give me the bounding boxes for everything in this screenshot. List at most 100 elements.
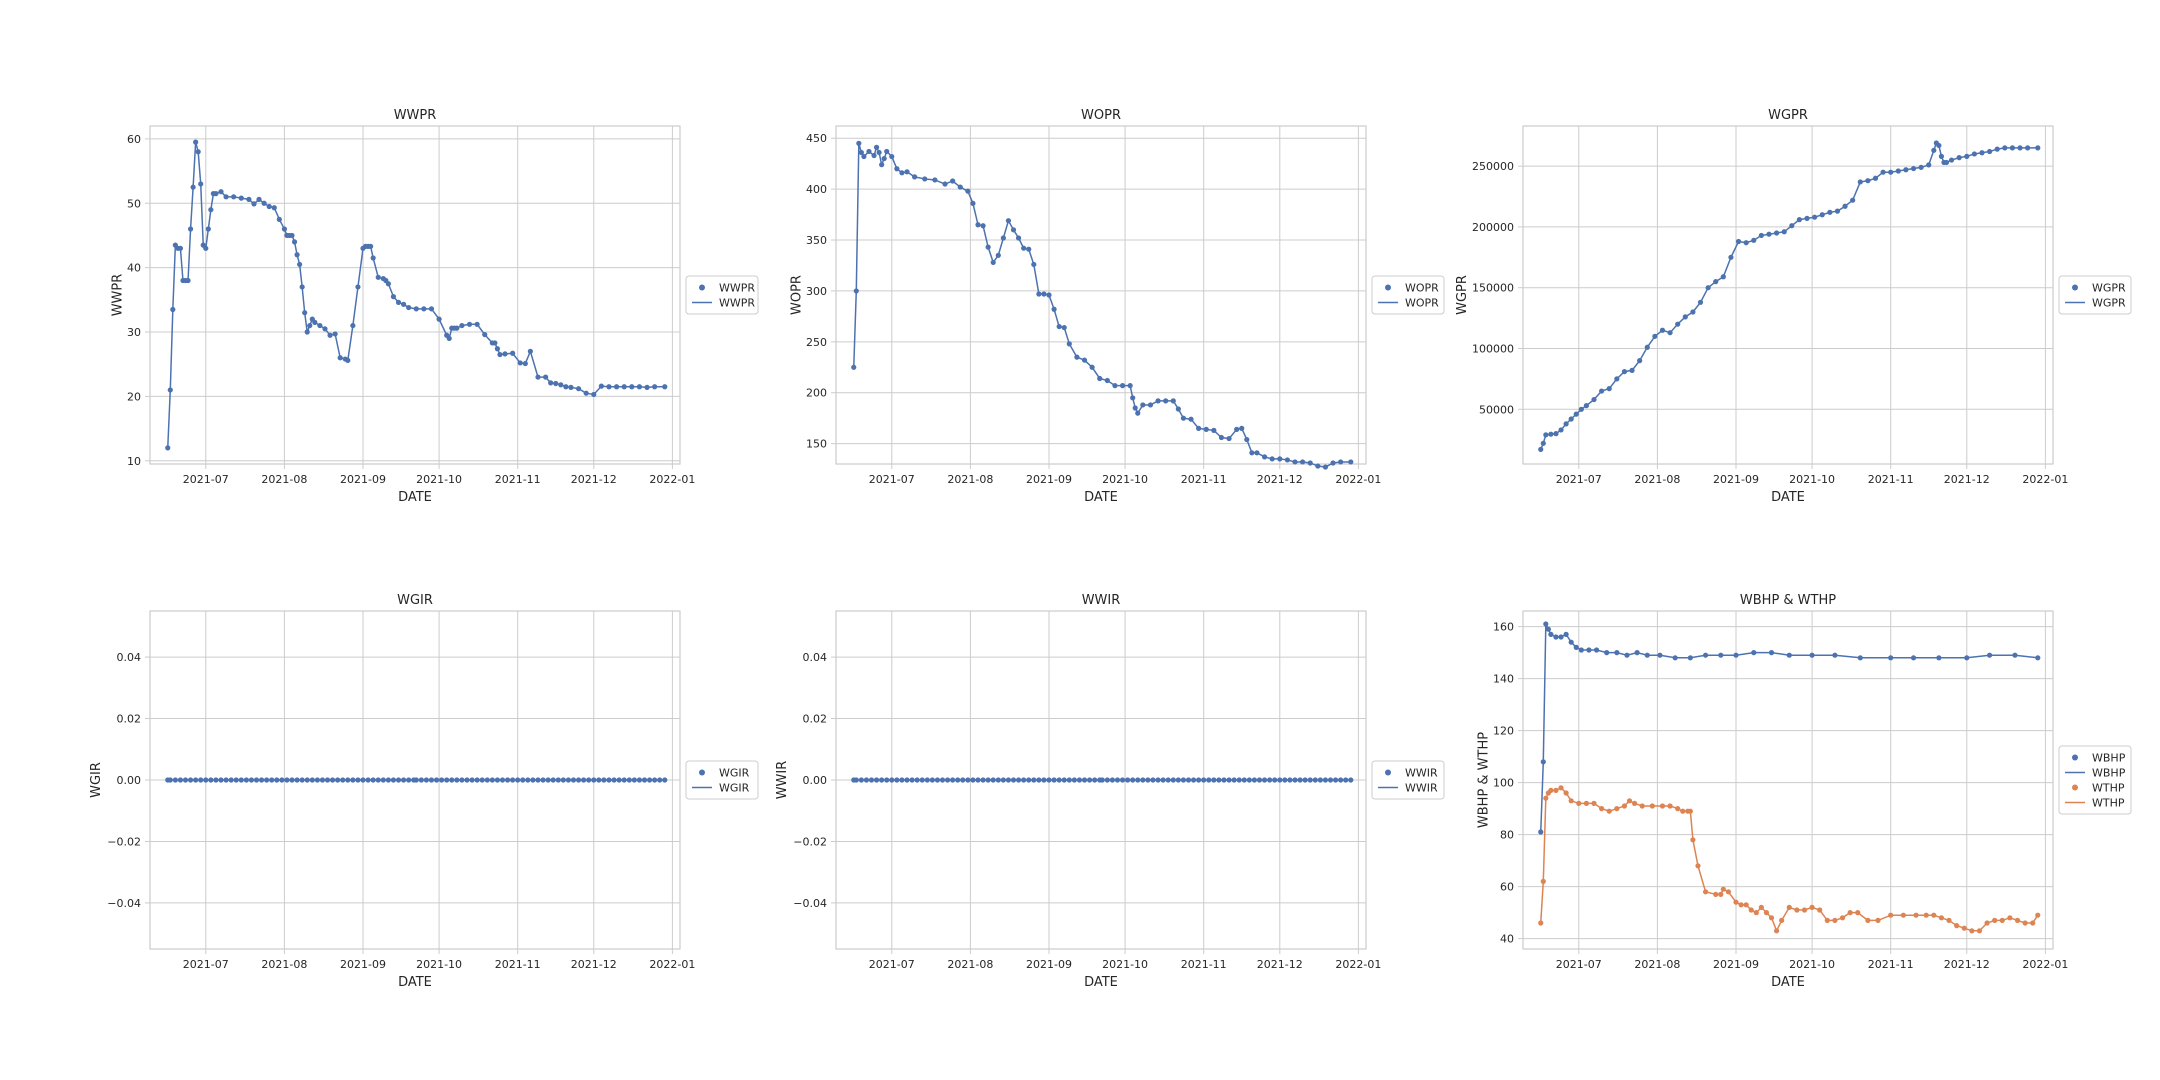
y-tick-label: 0.02 xyxy=(117,713,142,726)
data-point xyxy=(1713,279,1719,285)
data-point xyxy=(980,777,986,783)
data-point xyxy=(1690,837,1696,843)
data-point xyxy=(1540,759,1546,765)
data-point xyxy=(1606,386,1612,392)
data-point xyxy=(390,777,397,783)
data-point xyxy=(1753,910,1759,916)
data-point xyxy=(1984,920,1990,926)
data-point xyxy=(1751,237,1757,243)
data-point xyxy=(1218,434,1225,441)
data-point xyxy=(614,384,620,390)
y-tick-label: 100 xyxy=(1493,777,1514,790)
data-point xyxy=(1931,147,1937,153)
y-tick-label: 0.02 xyxy=(803,713,828,726)
x-tick-label: 2021-11 xyxy=(495,958,541,971)
data-point xyxy=(1733,899,1739,905)
data-point xyxy=(1900,912,1906,918)
data-point xyxy=(208,207,214,213)
data-point xyxy=(1553,431,1559,437)
data-point xyxy=(990,259,996,266)
data-point xyxy=(1538,920,1544,926)
data-point xyxy=(177,777,184,783)
y-tick-label: 200000 xyxy=(1472,221,1514,234)
y-tick-label: −0.02 xyxy=(793,835,827,848)
data-point xyxy=(1317,777,1323,783)
data-point xyxy=(939,777,946,783)
data-point xyxy=(2012,652,2018,658)
y-tick-label: 150000 xyxy=(1472,282,1514,295)
data-point xyxy=(535,777,541,783)
data-point xyxy=(1261,454,1268,460)
y-tick-label: 350 xyxy=(806,234,827,247)
x-tick-label: 2021-09 xyxy=(1026,473,1072,486)
data-point xyxy=(919,777,925,783)
data-point xyxy=(851,364,857,370)
data-point xyxy=(454,777,460,783)
data-point xyxy=(350,777,356,783)
data-point xyxy=(1725,889,1732,895)
data-point xyxy=(1809,904,1815,911)
data-point xyxy=(662,777,668,783)
data-point xyxy=(1180,777,1187,783)
data-point xyxy=(406,777,412,783)
data-point xyxy=(276,216,282,222)
data-point xyxy=(1256,777,1263,783)
data-point xyxy=(1987,652,1993,658)
data-point xyxy=(990,777,996,783)
data-point xyxy=(1000,777,1006,783)
data-point xyxy=(1086,777,1093,783)
data-point xyxy=(1563,790,1569,796)
data-point xyxy=(1583,800,1589,807)
data-point xyxy=(1786,652,1792,658)
data-point xyxy=(644,384,650,390)
data-point xyxy=(1026,777,1032,783)
data-point xyxy=(1576,800,1582,807)
data-point xyxy=(1104,777,1110,783)
data-point xyxy=(385,281,391,287)
data-point xyxy=(1994,146,2000,152)
data-point xyxy=(942,181,948,187)
data-point xyxy=(1558,785,1564,791)
data-point xyxy=(1277,456,1283,462)
chart-wgir: 2021-07 2021-08 2021-09 2021-10 2021-11 2021-… xyxy=(89,593,759,990)
data-point xyxy=(1705,285,1711,291)
data-point xyxy=(1269,456,1275,462)
data-point xyxy=(1680,808,1686,814)
data-point xyxy=(1010,777,1017,783)
data-point xyxy=(1292,777,1298,783)
data-point xyxy=(876,149,882,156)
y-axis-label: WBHP & WTHP xyxy=(1476,732,1491,828)
x-tick-label: 2021-08 xyxy=(1634,958,1680,971)
chart-title: WGIR xyxy=(397,593,433,608)
data-point xyxy=(195,149,201,155)
x-tick-label: 2021-08 xyxy=(261,473,307,486)
data-point xyxy=(1348,459,1354,465)
data-point xyxy=(583,390,589,396)
plot-frame xyxy=(835,610,1367,950)
legend-box xyxy=(2058,745,2132,815)
data-point xyxy=(1140,777,1146,783)
data-point xyxy=(304,777,310,783)
data-point xyxy=(459,322,465,329)
data-point xyxy=(314,777,320,783)
data-point xyxy=(324,777,331,783)
data-point xyxy=(616,777,622,783)
data-point xyxy=(1089,364,1095,370)
data-point xyxy=(406,304,412,311)
data-point xyxy=(1667,803,1673,809)
data-point xyxy=(1832,917,1838,924)
data-point xyxy=(1781,229,1787,235)
data-point xyxy=(575,777,582,783)
data-point xyxy=(1066,777,1072,783)
legend-label: WTHP xyxy=(2092,782,2125,795)
data-point xyxy=(1543,621,1549,627)
data-point xyxy=(1621,803,1628,809)
x-tick-label: 2021-11 xyxy=(1181,473,1227,486)
data-point xyxy=(1330,460,1336,466)
data-point xyxy=(1081,357,1088,363)
data-point xyxy=(662,384,668,390)
data-point xyxy=(1092,777,1098,783)
data-point xyxy=(1713,891,1719,898)
data-point xyxy=(1976,928,1983,934)
data-point xyxy=(294,777,300,783)
